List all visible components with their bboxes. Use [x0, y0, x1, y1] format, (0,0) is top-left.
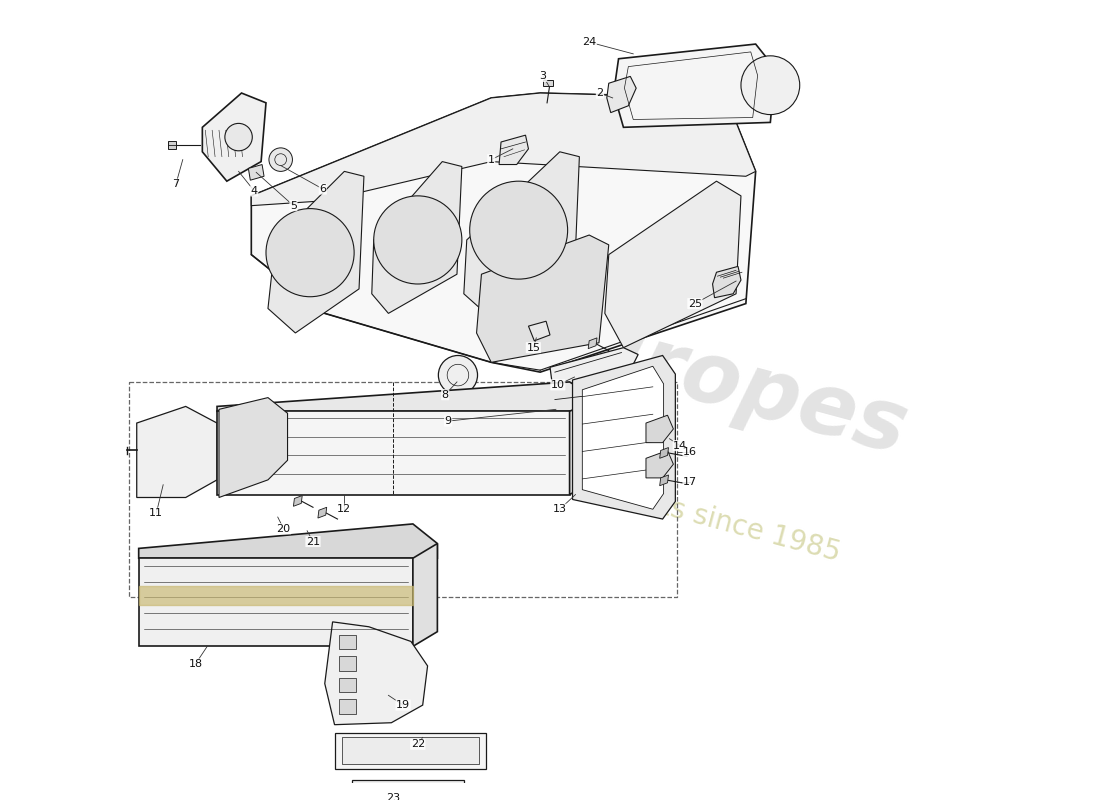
Text: europes: europes [516, 291, 916, 473]
Text: 6: 6 [319, 184, 327, 194]
Polygon shape [582, 366, 663, 510]
Polygon shape [570, 398, 597, 494]
Polygon shape [217, 382, 597, 411]
Polygon shape [412, 543, 438, 646]
Polygon shape [251, 93, 756, 206]
Polygon shape [139, 586, 412, 606]
Polygon shape [219, 398, 287, 498]
Text: 16: 16 [683, 447, 697, 458]
Text: 8: 8 [442, 390, 449, 400]
Polygon shape [342, 738, 478, 764]
Polygon shape [340, 634, 356, 650]
Text: 9: 9 [444, 416, 452, 426]
Circle shape [266, 209, 354, 297]
Polygon shape [340, 656, 356, 671]
Polygon shape [294, 495, 302, 506]
Polygon shape [614, 44, 776, 127]
Polygon shape [251, 93, 756, 372]
Circle shape [224, 123, 252, 151]
Text: 22: 22 [410, 739, 425, 750]
Text: 25: 25 [688, 298, 702, 309]
Text: 3: 3 [540, 71, 547, 82]
Polygon shape [550, 348, 638, 410]
Polygon shape [646, 415, 673, 442]
Polygon shape [334, 733, 486, 769]
Text: 24: 24 [582, 37, 596, 47]
Text: 11: 11 [150, 508, 163, 518]
Polygon shape [646, 450, 673, 478]
Text: 5: 5 [290, 201, 297, 210]
Text: 13: 13 [553, 504, 566, 514]
Polygon shape [136, 406, 217, 498]
Polygon shape [528, 322, 550, 341]
Text: 10: 10 [551, 380, 564, 390]
Polygon shape [588, 338, 597, 349]
Polygon shape [318, 507, 327, 518]
Text: 1: 1 [487, 154, 495, 165]
Polygon shape [340, 699, 356, 714]
Polygon shape [660, 475, 669, 486]
Polygon shape [249, 165, 264, 180]
Text: 20: 20 [276, 524, 290, 534]
Circle shape [374, 196, 462, 284]
Text: 12: 12 [338, 504, 351, 514]
Polygon shape [340, 678, 356, 692]
Polygon shape [324, 622, 428, 725]
Circle shape [741, 56, 800, 114]
Polygon shape [372, 162, 462, 314]
Text: 17: 17 [683, 477, 697, 487]
Polygon shape [168, 141, 176, 149]
Text: 4: 4 [251, 186, 257, 196]
Polygon shape [713, 266, 741, 298]
Polygon shape [476, 235, 608, 362]
Text: 14: 14 [673, 441, 688, 450]
Text: 23: 23 [386, 793, 400, 800]
Text: 15: 15 [527, 342, 540, 353]
Circle shape [470, 181, 568, 279]
Text: 2: 2 [596, 88, 604, 98]
Text: 7: 7 [173, 179, 179, 189]
Circle shape [439, 355, 477, 394]
Polygon shape [607, 76, 636, 113]
Polygon shape [268, 171, 364, 333]
Text: 18: 18 [188, 659, 202, 669]
Text: 21: 21 [306, 537, 320, 546]
Polygon shape [139, 558, 412, 646]
Polygon shape [139, 524, 438, 558]
Polygon shape [605, 181, 741, 348]
Circle shape [268, 148, 293, 171]
Polygon shape [202, 93, 266, 181]
Polygon shape [572, 355, 675, 519]
Polygon shape [464, 152, 580, 318]
Polygon shape [543, 80, 553, 86]
Text: 19: 19 [396, 700, 410, 710]
Polygon shape [499, 135, 528, 165]
Polygon shape [352, 779, 464, 800]
Text: a passion for Parts since 1985: a passion for Parts since 1985 [433, 432, 844, 567]
Polygon shape [217, 411, 570, 494]
Polygon shape [660, 447, 669, 458]
